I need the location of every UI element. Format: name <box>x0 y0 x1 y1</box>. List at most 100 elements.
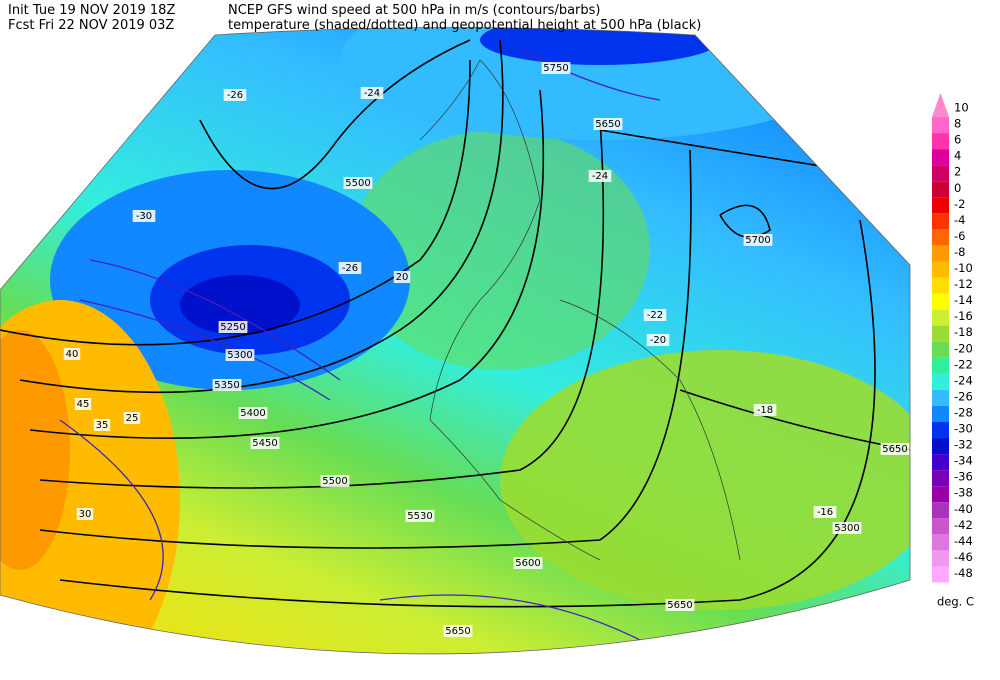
map-label: 5650 <box>667 600 692 611</box>
map-label-box <box>405 510 435 522</box>
title-line1: NCEP GFS wind speed at 500 hPa in m/s (c… <box>228 3 601 18</box>
map-label-box <box>223 89 247 101</box>
map-label: 5500 <box>322 476 347 487</box>
map-label: 5650 <box>882 444 907 455</box>
colorbar-label: -14 <box>954 293 973 307</box>
map-label-box <box>238 407 268 419</box>
colorbar-box <box>932 486 949 503</box>
colorbar-label: -36 <box>954 470 973 484</box>
map-label: 5650 <box>445 626 470 637</box>
colorbar-box <box>932 454 949 471</box>
map-label: -26 <box>227 90 243 101</box>
map-label: -20 <box>650 335 666 346</box>
colorbar-label: -12 <box>954 277 973 291</box>
colorbar-label: -40 <box>954 502 973 516</box>
colorbar-label: -38 <box>954 486 973 500</box>
map-label: -22 <box>647 310 663 321</box>
colorbar-box <box>932 277 949 294</box>
map-label-box <box>360 87 384 99</box>
colorbar-box <box>932 534 949 551</box>
map-label: 5400 <box>240 408 265 419</box>
map-label: -24 <box>364 88 380 99</box>
map-label-box <box>320 475 350 487</box>
map-label-box <box>76 508 94 520</box>
colorbar-label: -8 <box>954 245 965 259</box>
map-label-box <box>643 309 667 321</box>
map-label-box <box>588 170 612 182</box>
map-label-box <box>880 443 910 455</box>
colorbar-label: -32 <box>954 438 973 452</box>
colorbar-label: 6 <box>954 133 961 147</box>
colorbar-box <box>932 197 949 214</box>
map-label: 30 <box>79 509 92 520</box>
colorbar-label: -22 <box>954 357 973 371</box>
colorbar-box <box>932 149 949 166</box>
map-label-box <box>93 419 111 431</box>
map-border <box>0 27 911 655</box>
map-label-box <box>338 262 362 274</box>
map-label-box <box>132 210 156 222</box>
colorbar-label: -44 <box>954 534 973 548</box>
map-label: -30 <box>136 211 152 222</box>
colorbar-label: -6 <box>954 229 965 243</box>
map-label: 5250 <box>220 322 245 333</box>
colorbar-unit: deg. C <box>937 595 974 609</box>
map-label: 5300 <box>834 523 859 534</box>
map-label: 5650 <box>595 119 620 130</box>
map-label-box <box>343 177 373 189</box>
map-label-box <box>393 271 411 283</box>
map-label: 5350 <box>214 380 239 391</box>
colorbar-label: 0 <box>954 181 961 195</box>
colorbar-box <box>932 165 949 182</box>
map-label-box <box>218 321 248 333</box>
map-label-box <box>250 437 280 449</box>
colorbar-label: 8 <box>954 117 961 131</box>
map-label-box <box>753 404 777 416</box>
colorbar-box <box>932 245 949 262</box>
forecast-time: Fcst Fri 22 NOV 2019 03Z <box>8 18 174 33</box>
colorbar-box <box>932 389 949 406</box>
colorbar-box <box>932 117 949 134</box>
colorbar-label: -20 <box>954 341 973 355</box>
map-label: 25 <box>126 413 139 424</box>
colorbar-label: 2 <box>954 165 961 179</box>
colorbar-box <box>932 229 949 246</box>
colorbar-box <box>932 470 949 487</box>
colorbar-box <box>932 133 949 150</box>
colorbar-box <box>932 181 949 198</box>
map-label-box <box>541 62 571 74</box>
colorbar-label: 4 <box>954 149 961 163</box>
colorbar-label: 10 <box>954 101 969 115</box>
map-label: 5500 <box>345 178 370 189</box>
map-label: -18 <box>757 405 773 416</box>
colorbar-label: -2 <box>954 197 965 211</box>
colorbar-box <box>932 422 949 439</box>
map-label-box <box>443 625 473 637</box>
map-label-box <box>743 234 773 246</box>
colorbar-arrow <box>932 93 949 118</box>
map-label-box <box>813 506 837 518</box>
colorbar-box <box>932 341 949 358</box>
colorbar-box <box>932 373 949 390</box>
map-label: 5530 <box>407 511 432 522</box>
title-line2: temperature (shaded/dotted) and geopoten… <box>228 18 701 33</box>
colorbar-box <box>932 357 949 374</box>
colorbar-box <box>932 438 949 455</box>
map-label: 5700 <box>745 235 770 246</box>
colorbar-label: -48 <box>954 566 973 580</box>
map-label-box <box>646 334 670 346</box>
colorbar-box <box>932 550 949 567</box>
colorbar-box <box>932 213 949 230</box>
map-label-box <box>123 412 141 424</box>
colorbar-box <box>932 405 949 422</box>
map-label: -16 <box>817 507 833 518</box>
colorbar-label: -4 <box>954 213 965 227</box>
colorbar-label: -10 <box>954 261 973 275</box>
colorbar-box <box>932 566 949 583</box>
map-label-box <box>212 379 242 391</box>
init-time: Init Tue 19 NOV 2019 18Z <box>8 3 175 18</box>
colorbar-label: -46 <box>954 550 973 564</box>
colorbar-label: -42 <box>954 518 973 532</box>
map-label: 40 <box>66 349 79 360</box>
